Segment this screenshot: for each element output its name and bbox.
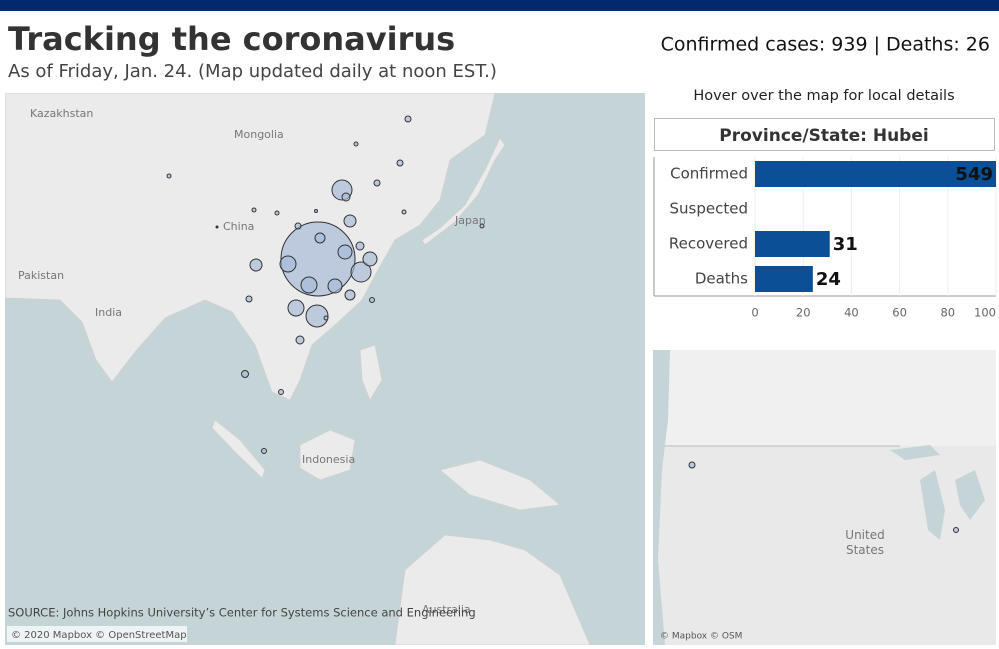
map-label: Indonesia: [302, 453, 355, 466]
bubble[interactable]: [279, 255, 297, 273]
land: [211, 419, 266, 479]
bubble[interactable]: [327, 278, 343, 294]
bubble[interactable]: [314, 209, 318, 213]
bubble[interactable]: [953, 527, 959, 533]
land: [421, 137, 506, 246]
map-label: Japan: [454, 214, 486, 227]
bubble[interactable]: [396, 159, 404, 167]
map-label: India: [95, 306, 122, 319]
land: [299, 429, 356, 481]
x-tick-label: 20: [796, 306, 811, 320]
source: SOURCE: Johns Hopkins University’s Cente…: [8, 606, 476, 620]
map-label: Australia: [422, 603, 471, 616]
bar-chart: 0 20 40 60 80 100 Confirmed 549 Suspected Recover…: [653, 157, 997, 320]
bubble[interactable]: [373, 179, 381, 187]
value-label: 24: [816, 269, 841, 290]
map-label: Kazakhstan: [30, 107, 93, 120]
bubble[interactable]: [323, 315, 329, 321]
bubble[interactable]: [280, 221, 356, 297]
map-label: Pakistan: [18, 269, 64, 282]
lake: [920, 470, 945, 540]
value-label: 549: [955, 164, 993, 185]
bubble[interactable]: [353, 141, 359, 147]
bubble[interactable]: [355, 241, 365, 251]
bubble[interactable]: [341, 192, 351, 202]
bubble[interactable]: [166, 173, 172, 179]
bubble[interactable]: [369, 297, 375, 303]
totals: Confirmed cases: 939 | Deaths: 26: [661, 34, 990, 56]
capital-dot: [215, 225, 219, 229]
map-label: United States: [845, 528, 885, 557]
bubble[interactable]: [343, 214, 357, 228]
land: [653, 350, 996, 446]
bubble[interactable]: [350, 261, 372, 283]
title: Tracking the coronavirus: [8, 20, 455, 58]
bubble[interactable]: [249, 258, 263, 272]
bubble[interactable]: [294, 222, 302, 230]
attribution: © Mapbox © OSM: [660, 632, 742, 642]
bubble[interactable]: [401, 209, 407, 215]
bubble[interactable]: [305, 304, 329, 328]
map-label: Mongolia: [234, 128, 284, 141]
subtitle: As of Friday, Jan. 24. (Map updated dail…: [8, 61, 497, 82]
bar: [755, 161, 996, 187]
y-tick-label: Deaths: [695, 270, 748, 288]
bubble[interactable]: [479, 223, 485, 229]
land: [439, 459, 561, 511]
chart-title: Province/State: Hubei: [719, 126, 928, 146]
bubble[interactable]: [344, 289, 356, 301]
x-tick-label: 40: [844, 306, 859, 320]
bubble[interactable]: [287, 299, 305, 317]
y-tick-label: Confirmed: [670, 165, 748, 183]
asia-map[interactable]: Kazakhstan Mongolia China Japan Pakistan…: [5, 93, 645, 645]
bubble[interactable]: [300, 276, 318, 294]
bubble[interactable]: [314, 232, 326, 244]
bubble[interactable]: [295, 335, 305, 345]
bubble[interactable]: [245, 295, 253, 303]
bubble[interactable]: [241, 370, 249, 378]
bubble[interactable]: [251, 207, 257, 213]
bar: [755, 266, 813, 292]
y-tick-label: Suspected: [670, 200, 748, 218]
x-tick-label: 0: [751, 306, 758, 320]
map-label-box: United States: [845, 528, 885, 557]
hint: Hover over the map for local details: [693, 88, 954, 104]
lake: [955, 470, 985, 520]
x-tick-label: 100: [974, 306, 996, 320]
attribution-bg: [7, 626, 187, 642]
bubble[interactable]: [278, 389, 284, 395]
bubble[interactable]: [274, 210, 280, 216]
bubble[interactable]: [362, 251, 378, 267]
us-map[interactable]: United States © Mapbox © OSM: [653, 350, 996, 645]
land: [394, 534, 591, 645]
chart-title-box: [654, 118, 995, 151]
y-tick-label: Recovered: [669, 235, 748, 253]
bar: [755, 231, 830, 257]
value-label: 31: [833, 234, 858, 255]
x-tick-label: 80: [940, 306, 955, 320]
land: [5, 93, 496, 401]
attribution: © 2020 Mapbox © OpenStreetMap: [11, 630, 187, 641]
lake: [890, 445, 940, 460]
land: [359, 344, 383, 401]
x-tick-label: 60: [892, 306, 907, 320]
map-label: China: [223, 220, 254, 233]
bubble[interactable]: [688, 461, 696, 469]
water: [653, 350, 670, 645]
bubble[interactable]: [404, 115, 412, 123]
bubble[interactable]: [261, 448, 267, 454]
top-bar: [0, 0, 999, 11]
bubble[interactable]: [337, 244, 353, 260]
